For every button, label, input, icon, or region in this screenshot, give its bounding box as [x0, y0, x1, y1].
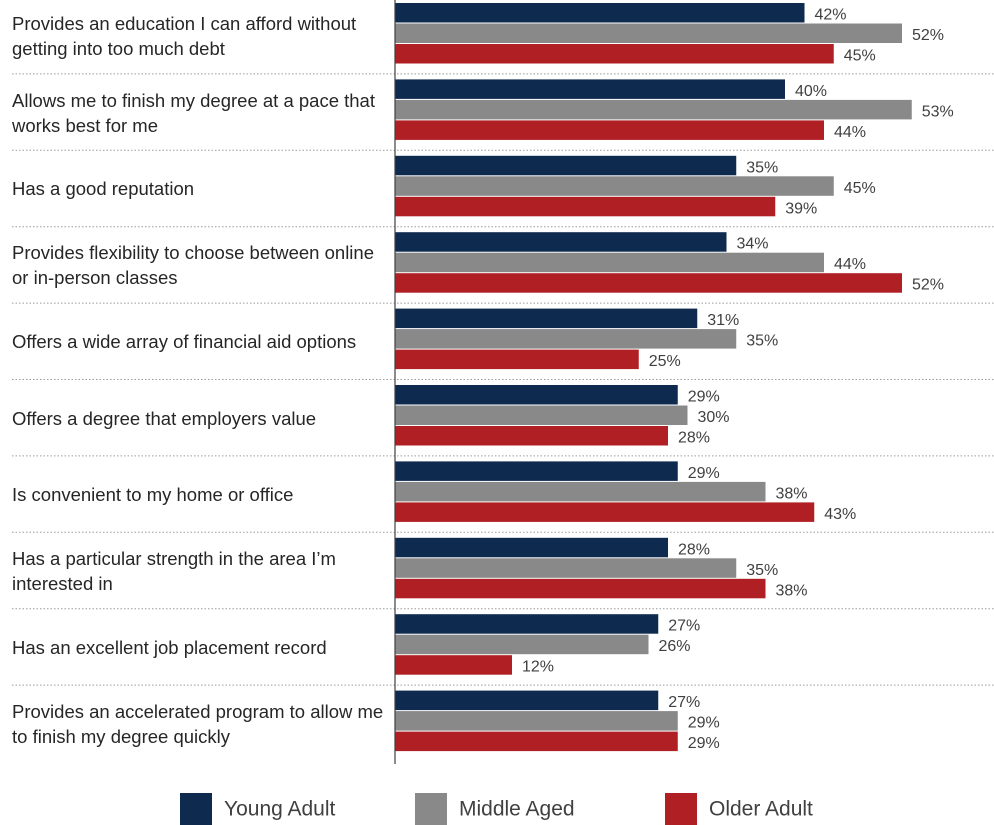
bar [395, 558, 737, 578]
bar [395, 502, 815, 522]
bar [395, 481, 766, 502]
bar [395, 176, 834, 196]
value-label: 29% [688, 715, 720, 732]
bar [395, 655, 512, 675]
bar [395, 44, 834, 64]
category-label: Has a good reputation [12, 178, 195, 200]
category-label: Provides flexibility to choose between o… [12, 242, 374, 289]
category-label: Has an excellent job placement record [12, 636, 327, 658]
bar [395, 349, 639, 370]
value-label: 31% [707, 312, 739, 329]
bar [395, 196, 776, 217]
value-label: 30% [698, 409, 730, 426]
bar [395, 405, 688, 425]
category-label: Offers a wide array of financial aid opt… [12, 331, 357, 353]
value-label: 35% [746, 159, 778, 176]
category-label: Provides an accelerated program to allow… [12, 700, 384, 747]
value-label: 34% [737, 236, 769, 253]
value-label: 28% [678, 541, 710, 558]
bar [395, 99, 912, 120]
category-label: Has a particular strength in the area I’… [12, 547, 336, 594]
value-label: 45% [844, 47, 876, 64]
value-label: 29% [688, 388, 720, 405]
legend-label: Older Adult [709, 798, 813, 821]
value-label: 38% [776, 582, 808, 599]
category-label: Offers a degree that employers value [12, 407, 317, 429]
bar [395, 385, 678, 405]
value-label: 27% [668, 618, 700, 635]
value-label: 45% [844, 180, 876, 197]
value-label: 25% [649, 353, 681, 370]
legend-swatch [415, 793, 447, 825]
bar [395, 329, 737, 349]
bar [395, 155, 737, 176]
bar [395, 578, 766, 599]
category-label: Allows me to finish my degree at a pace … [12, 89, 375, 136]
value-label: 27% [668, 694, 700, 711]
category-label: Is convenient to my home or office [12, 484, 294, 506]
bar [395, 614, 659, 634]
value-label: 44% [834, 256, 866, 273]
bar [395, 3, 805, 23]
value-label: 42% [815, 6, 847, 23]
bar [395, 308, 698, 329]
bar [395, 120, 824, 140]
legend-label: Middle Aged [459, 798, 575, 821]
legend-label: Young Adult [224, 798, 336, 821]
bar [395, 252, 824, 273]
bar [395, 537, 668, 558]
bar [395, 426, 668, 446]
value-label: 38% [776, 485, 808, 502]
bar [395, 273, 902, 293]
bar [395, 690, 659, 711]
value-label: 29% [688, 465, 720, 482]
bar [395, 79, 785, 99]
category-label: Provides an education I can afford witho… [12, 13, 357, 60]
value-label: 52% [912, 277, 944, 294]
legend-swatch [665, 793, 697, 825]
bar [395, 634, 649, 655]
value-label: 39% [785, 200, 817, 217]
bar [395, 711, 678, 731]
bar [395, 232, 727, 252]
value-label: 43% [824, 506, 856, 523]
value-label: 35% [746, 333, 778, 350]
bar [395, 731, 678, 752]
legend-swatch [180, 793, 212, 825]
value-label: 44% [834, 124, 866, 141]
value-label: 53% [922, 103, 954, 120]
value-label: 40% [795, 83, 827, 100]
bar [395, 23, 902, 43]
value-label: 12% [522, 659, 554, 676]
value-label: 28% [678, 429, 710, 446]
value-label: 26% [659, 638, 691, 655]
bar [395, 461, 678, 481]
value-label: 35% [746, 562, 778, 579]
value-label: 52% [912, 27, 944, 44]
value-label: 29% [688, 735, 720, 752]
